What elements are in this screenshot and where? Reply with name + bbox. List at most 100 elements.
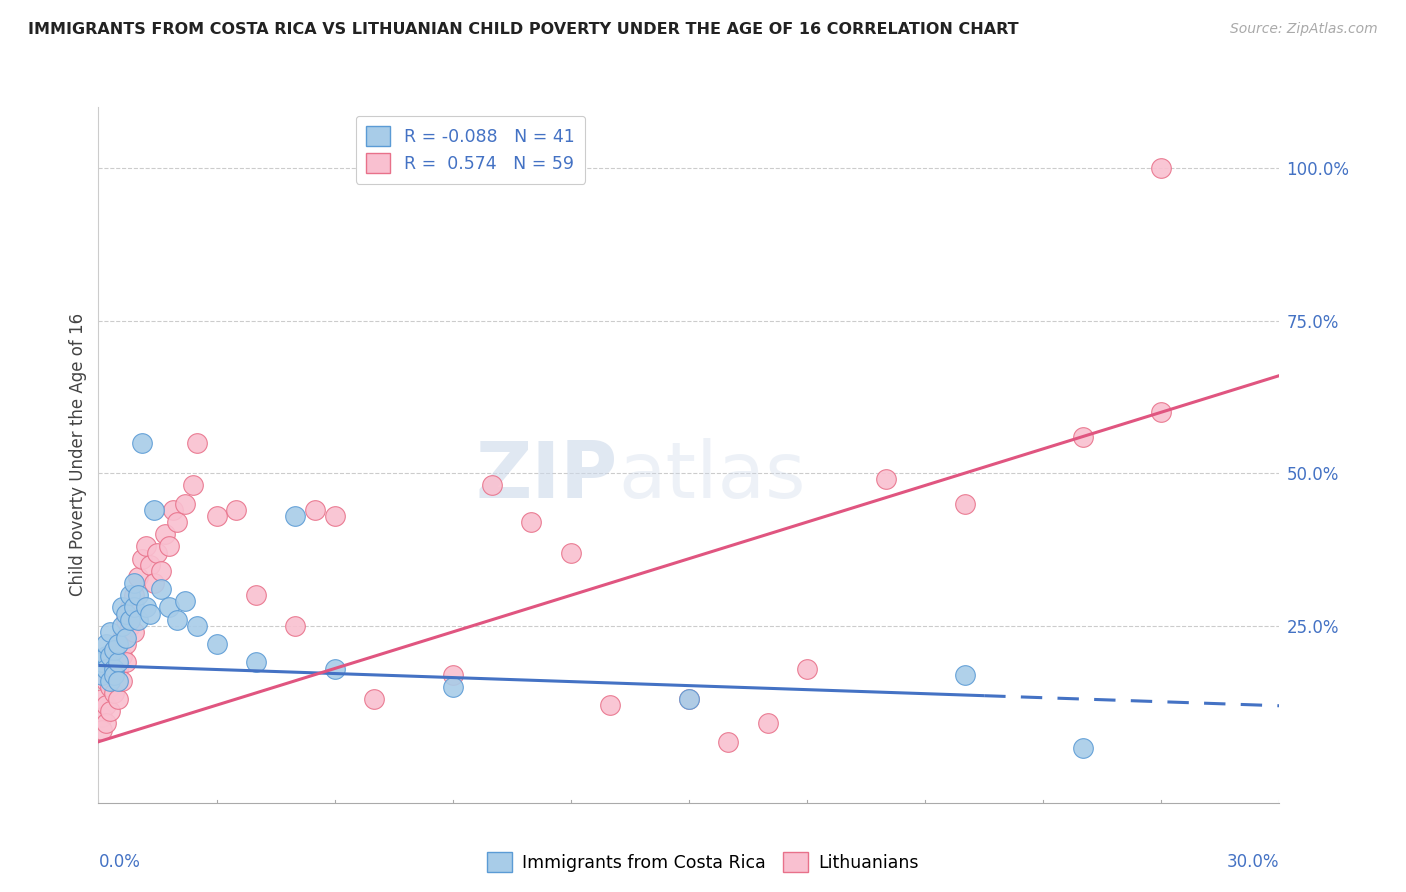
Point <box>122 588 145 602</box>
Point <box>155 527 177 541</box>
Point <box>115 613 138 627</box>
Point <box>131 551 153 566</box>
Point <box>717 735 740 749</box>
Point <box>115 637 138 651</box>
Point <box>205 637 228 651</box>
Point <box>103 643 125 657</box>
Point <box>118 600 141 615</box>
Point <box>122 624 145 639</box>
Point <box>953 497 976 511</box>
Point <box>111 631 134 645</box>
Point <box>103 643 125 657</box>
Point <box>96 637 118 651</box>
Point <box>98 649 121 664</box>
Point <box>103 661 125 675</box>
Point <box>91 692 114 706</box>
Point <box>96 661 118 675</box>
Point <box>166 515 188 529</box>
Point <box>107 656 129 670</box>
Point <box>599 698 621 713</box>
Point <box>174 594 197 608</box>
Point <box>103 667 125 681</box>
Point <box>91 667 114 681</box>
Point <box>678 692 700 706</box>
Point <box>118 613 141 627</box>
Point <box>127 588 149 602</box>
Point <box>181 478 204 492</box>
Legend: R = -0.088   N = 41, R =  0.574   N = 59: R = -0.088 N = 41, R = 0.574 N = 59 <box>356 116 585 184</box>
Point <box>135 540 157 554</box>
Point <box>135 600 157 615</box>
Text: atlas: atlas <box>619 438 806 514</box>
Point <box>678 692 700 706</box>
Point <box>91 723 114 737</box>
Point <box>756 716 779 731</box>
Point <box>115 656 138 670</box>
Legend: Immigrants from Costa Rica, Lithuanians: Immigrants from Costa Rica, Lithuanians <box>481 845 925 879</box>
Point <box>245 588 267 602</box>
Point <box>111 673 134 688</box>
Point <box>304 503 326 517</box>
Point <box>98 624 121 639</box>
Point <box>91 656 114 670</box>
Point <box>1150 405 1173 419</box>
Point <box>111 619 134 633</box>
Point <box>284 508 307 523</box>
Point <box>98 704 121 718</box>
Point <box>115 607 138 621</box>
Point <box>1071 429 1094 443</box>
Point <box>162 503 184 517</box>
Point <box>323 508 346 523</box>
Point <box>118 619 141 633</box>
Point <box>103 667 125 681</box>
Point <box>111 600 134 615</box>
Point <box>142 503 165 517</box>
Point <box>205 508 228 523</box>
Y-axis label: Child Poverty Under the Age of 16: Child Poverty Under the Age of 16 <box>69 313 87 597</box>
Point <box>520 515 543 529</box>
Point <box>96 716 118 731</box>
Point <box>107 673 129 688</box>
Point <box>146 545 169 559</box>
Text: Source: ZipAtlas.com: Source: ZipAtlas.com <box>1230 22 1378 37</box>
Point <box>98 673 121 688</box>
Point <box>441 667 464 681</box>
Point <box>98 656 121 670</box>
Point <box>245 656 267 670</box>
Point <box>284 619 307 633</box>
Point <box>131 435 153 450</box>
Text: 30.0%: 30.0% <box>1227 853 1279 871</box>
Point <box>103 686 125 700</box>
Point <box>150 582 173 597</box>
Point <box>157 600 180 615</box>
Point <box>323 661 346 675</box>
Text: IMMIGRANTS FROM COSTA RICA VS LITHUANIAN CHILD POVERTY UNDER THE AGE OF 16 CORRE: IMMIGRANTS FROM COSTA RICA VS LITHUANIAN… <box>28 22 1019 37</box>
Point <box>127 570 149 584</box>
Point <box>796 661 818 675</box>
Point <box>560 545 582 559</box>
Point <box>127 613 149 627</box>
Point <box>1150 161 1173 175</box>
Text: ZIP: ZIP <box>475 438 619 514</box>
Point <box>166 613 188 627</box>
Point <box>186 619 208 633</box>
Point <box>1071 740 1094 755</box>
Point <box>138 607 160 621</box>
Point <box>150 564 173 578</box>
Point <box>138 558 160 572</box>
Point <box>96 698 118 713</box>
Point <box>111 649 134 664</box>
Point <box>118 588 141 602</box>
Point <box>122 576 145 591</box>
Point <box>98 680 121 694</box>
Point <box>875 472 897 486</box>
Point <box>122 600 145 615</box>
Point <box>96 649 118 664</box>
Point <box>363 692 385 706</box>
Point <box>107 692 129 706</box>
Text: 0.0%: 0.0% <box>98 853 141 871</box>
Point <box>115 631 138 645</box>
Point <box>441 680 464 694</box>
Point <box>174 497 197 511</box>
Point <box>107 637 129 651</box>
